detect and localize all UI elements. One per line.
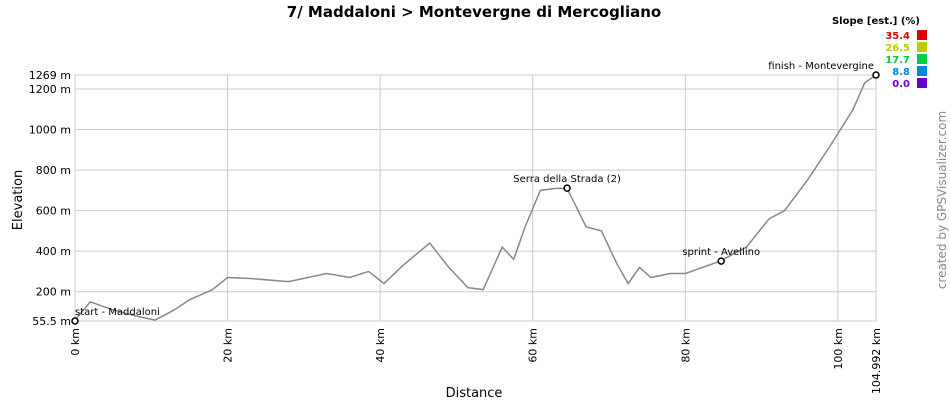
waypoint-marker — [872, 71, 880, 79]
y-tick-label: 1269 m — [29, 69, 71, 82]
waypoint-marker — [717, 257, 725, 265]
legend-swatch — [917, 30, 927, 40]
waypoint-marker — [563, 184, 571, 192]
plot-area — [74, 74, 877, 322]
y-tick-label: 1000 m — [29, 124, 71, 137]
x-axis-title: Distance — [446, 386, 503, 400]
y-axis-title: Elevation — [11, 170, 26, 230]
waypoint-label: start - Maddaloni — [75, 307, 160, 318]
y-tick-label: 200 m — [36, 286, 71, 299]
legend-label: 26.5 — [885, 43, 910, 54]
credit: created by GPSVisualizer.com — [935, 111, 949, 289]
waypoint-marker — [71, 317, 79, 325]
x-tick-label: 0 km — [69, 328, 82, 356]
legend-label: 35.4 — [885, 31, 910, 42]
legend-swatch — [917, 66, 927, 76]
x-tick-label: 40 km — [374, 328, 387, 363]
waypoint-label: Serra della Strada (2) — [513, 174, 621, 185]
elevation-line — [74, 74, 877, 321]
legend-swatch — [917, 42, 927, 52]
y-tick-label: 600 m — [36, 205, 71, 218]
legend-label: 0.0 — [892, 79, 910, 90]
legend-label: 17.7 — [885, 55, 910, 66]
x-tick-label: 104.992 km — [870, 328, 883, 394]
legend-title: Slope [est.] (%) — [832, 16, 920, 27]
x-tick-label: 20 km — [222, 328, 235, 363]
y-tick-label: 1200 m — [29, 83, 71, 96]
y-tick-label: 400 m — [36, 245, 71, 258]
x-tick-label: 60 km — [527, 328, 540, 363]
legend-swatch — [917, 54, 927, 64]
x-tick-label: 100 km — [832, 328, 845, 370]
waypoint-label: sprint - Avellino — [682, 247, 760, 258]
y-tick-label: 800 m — [36, 164, 71, 177]
legend-swatch — [917, 78, 927, 88]
legend-label: 8.8 — [892, 67, 910, 78]
chart-title: 7/ Maddaloni > Montevergne di Mercoglian… — [287, 3, 661, 21]
x-tick-label: 80 km — [679, 328, 692, 363]
y-tick-label: 55.5 m — [32, 315, 71, 328]
waypoint-label: finish - Montevergine — [768, 61, 874, 72]
